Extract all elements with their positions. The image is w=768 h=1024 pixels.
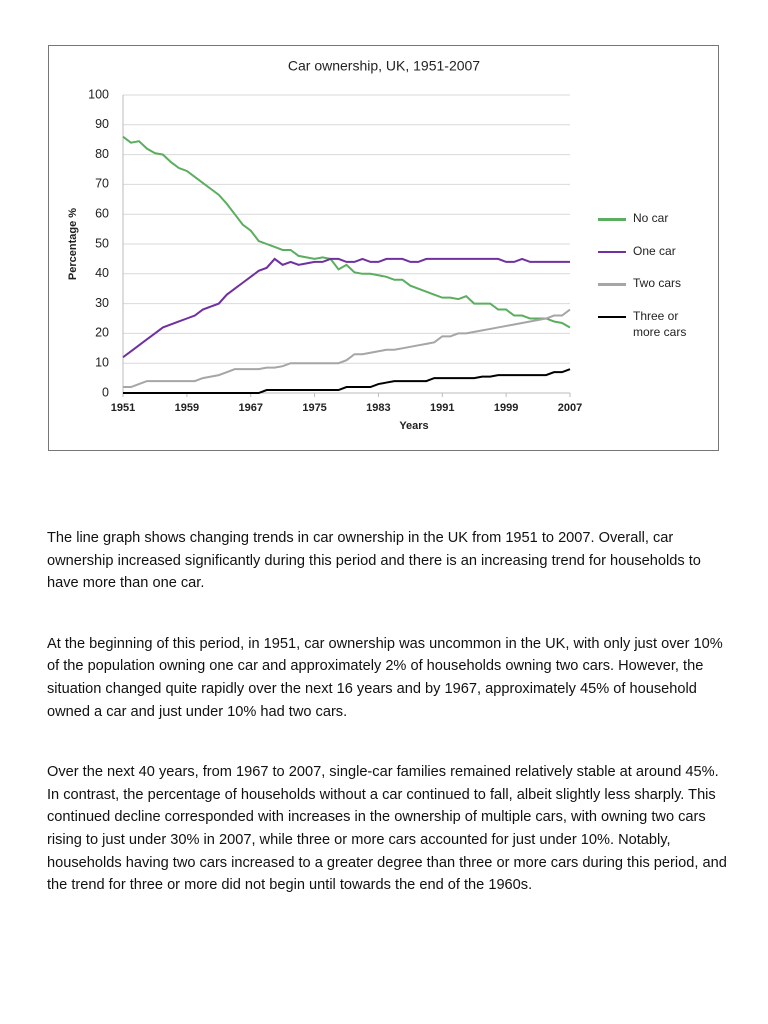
y-tick-label: 90 [95, 117, 109, 131]
paragraph: At the beginning of this period, in 1951… [47, 635, 723, 720]
legend-label: Two cars [633, 276, 682, 290]
x-axis-title: Years [399, 420, 428, 432]
y-tick-label: 10 [95, 355, 109, 369]
chart: Car ownership, UK, 1951-2007 Years Perce… [48, 45, 719, 451]
x-tick-label: 1999 [494, 402, 518, 414]
y-tick-label: 20 [95, 326, 109, 340]
y-tick-label: 100 [88, 87, 109, 101]
x-tick-label: 1991 [430, 402, 454, 414]
series-line [123, 368, 571, 394]
series-line [123, 308, 571, 389]
legend-swatch [598, 315, 626, 318]
y-tick-label: 70 [95, 177, 109, 191]
x-tick-label: 1967 [238, 402, 262, 414]
x-tick-label: 1975 [302, 402, 326, 414]
legend: No car One car Two cars Three or more cars [598, 210, 708, 340]
legend-swatch [598, 218, 626, 221]
x-tick-label: 1983 [366, 402, 390, 414]
y-tick-label: 60 [95, 206, 109, 220]
legend-swatch [598, 283, 626, 286]
y-tick-label: 80 [95, 147, 109, 161]
y-tick-label: 40 [95, 266, 109, 280]
legend-item: One car [598, 243, 708, 276]
paragraph: Over the next 40 years, from 1967 to 200… [47, 764, 727, 894]
series-line [122, 135, 571, 329]
legend-item: Three or more cars [598, 308, 708, 341]
body-text: The line graph shows changing trends in … [47, 527, 727, 935]
y-tick-label: 50 [95, 236, 109, 250]
legend-swatch [598, 250, 626, 253]
chart-title: Car ownership, UK, 1951-2007 [288, 58, 480, 74]
legend-item: Two cars [598, 275, 708, 308]
legend-item: No car [598, 210, 708, 243]
legend-label: Three or more cars [633, 308, 687, 339]
y-axis-title: Percentage % [67, 208, 79, 280]
y-tick-label: 0 [102, 385, 109, 399]
y-tick-label: 30 [95, 296, 109, 310]
series-line [122, 257, 570, 359]
legend-label: No car [633, 211, 669, 225]
x-tick-label: 2007 [558, 402, 582, 414]
paragraph: The line graph shows changing trends in … [47, 530, 701, 592]
x-tick-label: 1951 [111, 402, 135, 414]
legend-label: One car [633, 243, 676, 258]
x-tick-label: 1959 [175, 402, 199, 414]
